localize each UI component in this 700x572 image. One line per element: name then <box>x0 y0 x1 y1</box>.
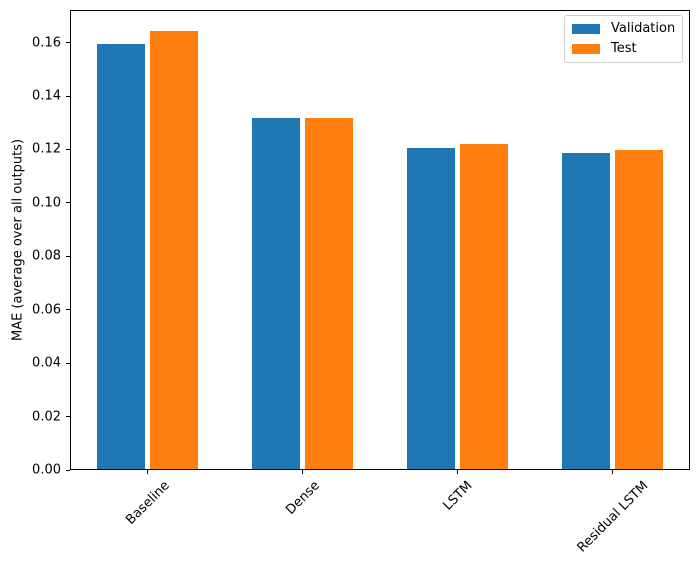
bar-test-baseline <box>150 30 198 469</box>
y-tick-label: 0.12 <box>32 141 61 157</box>
x-tick-label-baseline: Baseline <box>122 477 173 528</box>
y-tick-mark <box>66 309 70 311</box>
legend-item-test: Test <box>572 42 682 56</box>
legend-item-validation: Validation <box>572 22 682 36</box>
bar-test-residual-lstm <box>615 149 663 469</box>
y-tick-label: 0.06 <box>32 302 61 318</box>
x-tick-mark <box>457 470 458 474</box>
y-tick-mark <box>66 469 70 471</box>
bar-validation-lstm <box>407 147 455 469</box>
y-tick-label: 0.02 <box>32 409 61 425</box>
y-tick-mark <box>66 95 70 97</box>
y-tick-label: 0.08 <box>32 248 61 264</box>
y-tick-label: 0.10 <box>32 195 61 211</box>
x-tick-label-residual-lstm: Residual LSTM <box>574 478 651 555</box>
legend-label-validation: Validation <box>611 21 676 36</box>
y-tick-label: 0.14 <box>32 88 61 104</box>
legend-swatch-test <box>572 44 600 54</box>
y-tick-label: 0.04 <box>32 355 61 371</box>
x-tick-mark <box>612 470 613 474</box>
y-tick-mark <box>66 362 70 364</box>
legend: Validation Test <box>564 15 683 63</box>
y-tick-mark <box>66 202 70 204</box>
legend-label-test: Test <box>611 41 637 56</box>
bar-test-dense <box>305 117 353 469</box>
y-tick-mark <box>66 255 70 257</box>
y-tick-mark <box>66 416 70 418</box>
bar-test-lstm <box>460 143 508 469</box>
y-tick-mark <box>66 148 70 150</box>
bar-validation-baseline <box>97 44 145 469</box>
y-tick-label: 0.00 <box>32 462 61 478</box>
y-tick-label: 0.16 <box>32 35 61 51</box>
bar-validation-residual-lstm <box>562 152 610 469</box>
x-tick-label-dense: Dense <box>282 477 323 518</box>
y-tick-mark <box>66 42 70 44</box>
legend-swatch-validation <box>572 24 600 34</box>
bar-validation-dense <box>252 118 300 469</box>
x-tick-mark <box>302 470 303 474</box>
x-tick-label-lstm: LSTM <box>439 478 476 514</box>
x-tick-mark <box>147 470 148 474</box>
